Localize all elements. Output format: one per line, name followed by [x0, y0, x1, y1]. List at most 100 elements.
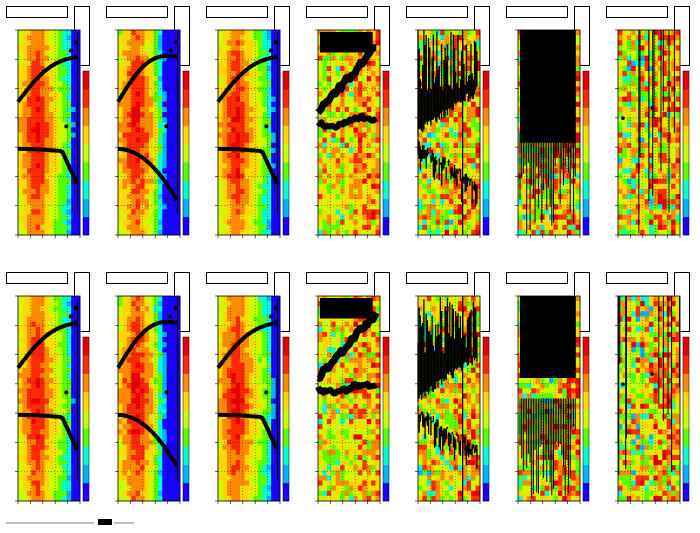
heatmap-cell [171, 219, 176, 226]
heatmap-cell [57, 495, 63, 502]
heatmap-cell [426, 178, 432, 185]
heatmap-cell [631, 76, 637, 82]
heatmap-cell [153, 50, 159, 57]
heatmap-cell [453, 112, 459, 118]
heatmap-cell [262, 163, 268, 169]
heatmap-cell [622, 137, 628, 144]
heatmap-cell [266, 45, 272, 51]
heatmap-cell [31, 40, 37, 46]
heatmap-cell [366, 229, 372, 236]
heatmap-cell [349, 204, 354, 210]
heatmap-cell [462, 199, 468, 205]
heatmap-cell [475, 76, 481, 82]
heatmap-cell [475, 163, 481, 169]
heatmap-cell [140, 81, 145, 87]
heatmap-cell [222, 65, 228, 72]
heatmap-cell [318, 204, 323, 210]
heatmap-cell [471, 209, 476, 215]
heatmap-cell [353, 194, 359, 200]
heatmap-cell [62, 398, 68, 405]
heatmap-cell [366, 86, 372, 92]
heatmap-cell [44, 137, 50, 144]
heatmap-cell [131, 188, 137, 195]
heatmap-cell [262, 35, 268, 41]
heatmap-cell [140, 30, 145, 36]
heatmap-cell [453, 45, 459, 51]
heatmap-cell [471, 178, 476, 185]
heatmap-cell [675, 199, 681, 205]
heatmap-cell [18, 40, 23, 46]
heatmap-cell [575, 81, 581, 87]
heatmap-cell [340, 188, 345, 195]
heatmap-cell [62, 30, 68, 36]
heatmap-cell [162, 158, 168, 164]
heatmap-cell [362, 229, 368, 236]
heatmap-cell [49, 132, 54, 139]
heatmap-cell [671, 194, 676, 200]
heatmap-cell [331, 106, 337, 113]
heatmap-cell [26, 163, 32, 169]
heatmap-cell [540, 219, 545, 226]
heatmap-cell [262, 101, 268, 108]
heatmap-cell [657, 101, 663, 108]
heatmap-cell [40, 183, 45, 190]
heatmap-cell [575, 168, 581, 174]
heatmap-cell [266, 204, 272, 210]
heatmap-cell [335, 117, 341, 123]
heatmap-cell [518, 214, 523, 221]
heatmap-cell [35, 480, 41, 487]
heatmap-cell [53, 106, 59, 113]
heatmap-cell [322, 209, 328, 215]
heatmap-cell [453, 147, 459, 154]
heatmap-cell [635, 229, 641, 236]
heatmap-cell [49, 96, 54, 103]
heatmap-cell [462, 55, 468, 62]
heatmap-cell [266, 153, 272, 159]
heatmap-cell [71, 301, 76, 307]
heatmap-cell [649, 96, 654, 103]
heatmap-cell [344, 194, 350, 200]
overlay-point [64, 124, 69, 129]
heatmap-cell [153, 147, 159, 154]
heatmap-cell [171, 168, 176, 174]
heatmap-cell [426, 35, 432, 41]
heatmap-cell [353, 106, 359, 113]
heatmap-cell [171, 91, 176, 98]
heatmap-cell [131, 142, 137, 149]
heatmap-cell [644, 142, 650, 149]
heatmap-cell [157, 214, 163, 221]
heatmap-cell [226, 101, 232, 108]
colorbar-frame [82, 70, 90, 236]
heatmap-cell [218, 106, 223, 113]
heatmap-cell [122, 101, 128, 108]
heatmap-cell [626, 45, 632, 51]
heatmap-cell [453, 194, 459, 200]
heatmap-cell [18, 76, 23, 82]
heatmap-cell [18, 122, 23, 128]
heatmap-cell [66, 465, 72, 471]
heatmap-cell [362, 219, 368, 226]
heatmap-cell [340, 147, 345, 154]
heatmap-cell [44, 347, 50, 353]
heatmap-cell [26, 301, 32, 307]
heatmap-cell [135, 229, 141, 236]
heatmap-cell [26, 60, 32, 67]
heatmap-cell [149, 117, 154, 123]
heatmap-cell [522, 178, 528, 185]
heatmap-cell [653, 76, 659, 82]
heatmap-cell [462, 30, 468, 36]
heatmap-cell [344, 55, 350, 62]
heatmap-cell [662, 86, 668, 92]
heatmap-cell [226, 117, 232, 123]
heatmap-cell [153, 153, 159, 159]
heatmap-cell [357, 147, 363, 154]
heatmap-cell [40, 311, 45, 317]
heatmap-cell [222, 163, 228, 169]
heatmap-cell [457, 122, 463, 128]
heatmap-cell [626, 132, 632, 139]
heatmap-cell [135, 168, 141, 174]
heatmap-cell [240, 188, 245, 195]
heatmap-cell [318, 50, 323, 57]
heatmap-cell [235, 214, 241, 221]
heatmap-cell [635, 40, 641, 46]
